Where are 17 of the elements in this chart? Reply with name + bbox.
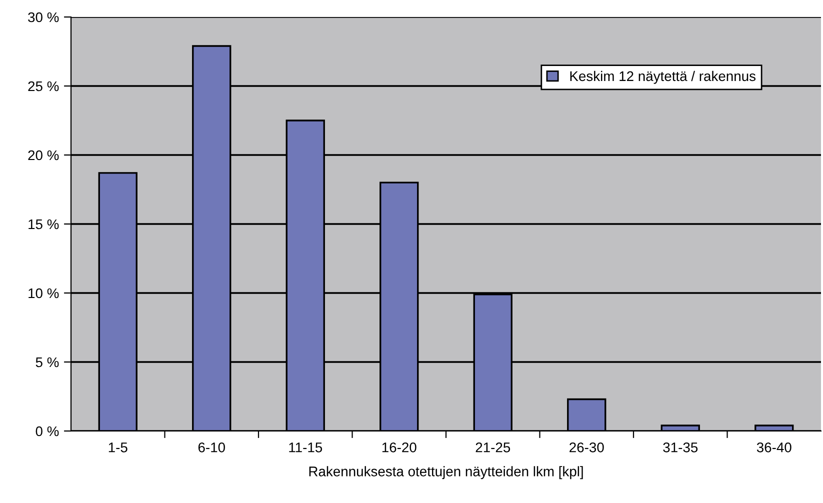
x-tick-label: 11-15: [289, 442, 322, 452]
x-tick-label: 36-40: [756, 442, 792, 452]
x-tick-label: 16-20: [382, 442, 416, 452]
y-tick-label: 0 %: [36, 426, 59, 436]
y-tick-label: 15 %: [28, 219, 59, 230]
y-tick-label: 10 %: [28, 288, 59, 298]
x-axis-title: Rakennuksesta otettujen näytteiden lkm [kpl]: [309, 466, 583, 480]
legend-label: Keskim 12 näytettä / rakennus: [570, 70, 756, 84]
y-tick-label: 25 %: [28, 81, 59, 92]
x-tick-label: 26-30: [570, 442, 604, 452]
x-tick-label: 21-25: [476, 442, 510, 452]
x-tick-label: 6-10: [198, 442, 225, 452]
y-tick-label: 5 %: [36, 357, 59, 368]
x-tick-label: 31-35: [663, 442, 698, 452]
y-tick-label: 30 %: [28, 12, 59, 22]
y-tick-label: 20 %: [28, 150, 59, 160]
x-tick-label: 1-5: [108, 442, 128, 452]
